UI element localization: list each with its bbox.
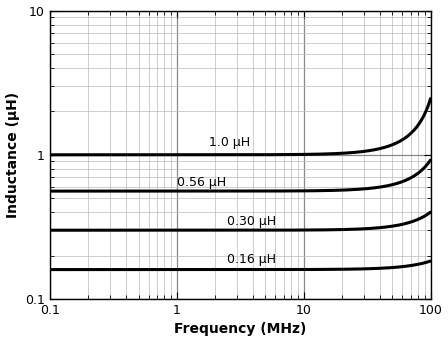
Text: 0.16 μH: 0.16 μH (227, 253, 276, 266)
Y-axis label: Inductance (μH): Inductance (μH) (5, 92, 20, 218)
X-axis label: Frequency (MHz): Frequency (MHz) (174, 323, 306, 337)
Text: 1.0 μH: 1.0 μH (209, 136, 250, 149)
Text: 0.56 μH: 0.56 μH (177, 176, 226, 189)
Text: 0.30 μH: 0.30 μH (227, 215, 276, 228)
